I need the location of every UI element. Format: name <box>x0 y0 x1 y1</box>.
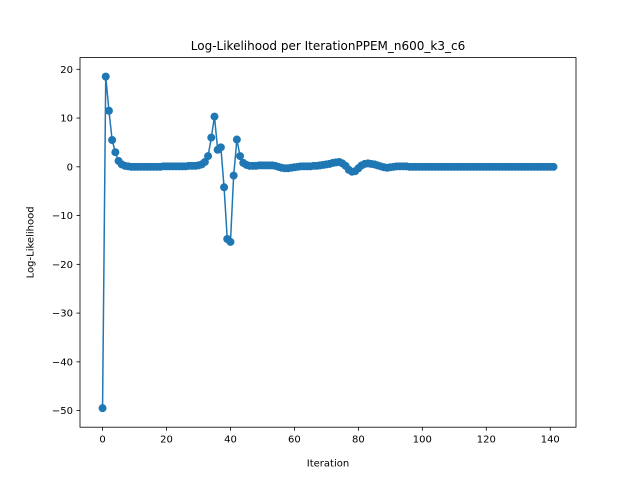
y-tick-label: −30 <box>52 309 73 320</box>
data-point <box>229 171 238 180</box>
data-point <box>226 237 235 246</box>
data-point <box>200 157 209 166</box>
y-tick-label: −50 <box>52 406 73 417</box>
data-point <box>104 106 113 115</box>
plot-area <box>80 57 576 428</box>
y-axis-ticks: −50 −40 −30 −20 −10 0 10 20 <box>52 65 80 417</box>
y-tick-label: 0 <box>67 162 73 173</box>
data-point <box>111 148 120 157</box>
y-tick-label: −10 <box>52 211 73 222</box>
data-point <box>232 135 241 144</box>
x-tick-label: 60 <box>288 435 301 446</box>
x-axis-label: Iteration <box>307 459 349 470</box>
x-axis-ticks: 0 20 40 60 80 100 120 140 <box>99 427 560 446</box>
x-tick-label: 0 <box>99 435 105 446</box>
chart-title: Log-Likelihood per IterationPPEM_n600_k3… <box>191 39 465 53</box>
x-tick-label: 100 <box>413 435 432 446</box>
data-point <box>220 183 229 192</box>
data-point <box>101 72 110 81</box>
y-tick-label: −40 <box>52 357 73 368</box>
data-point <box>207 133 216 142</box>
x-tick-label: 120 <box>477 435 496 446</box>
y-tick-label: 20 <box>60 65 73 76</box>
plot-frame <box>79 57 577 428</box>
y-tick-label: −20 <box>52 260 73 271</box>
x-tick-label: 140 <box>541 435 560 446</box>
data-point <box>216 143 225 152</box>
data-point <box>98 404 107 413</box>
y-axis-label: Log-Likelihood <box>26 206 37 278</box>
data-point <box>210 112 219 121</box>
x-tick-label: 20 <box>160 435 173 446</box>
y-tick-label: 10 <box>60 114 73 125</box>
data-point <box>108 136 117 144</box>
data-point <box>204 152 213 161</box>
x-tick-label: 80 <box>352 435 365 446</box>
data-point <box>236 152 245 161</box>
x-tick-label: 40 <box>224 435 237 446</box>
series-layer <box>98 72 558 413</box>
data-point <box>549 162 558 171</box>
